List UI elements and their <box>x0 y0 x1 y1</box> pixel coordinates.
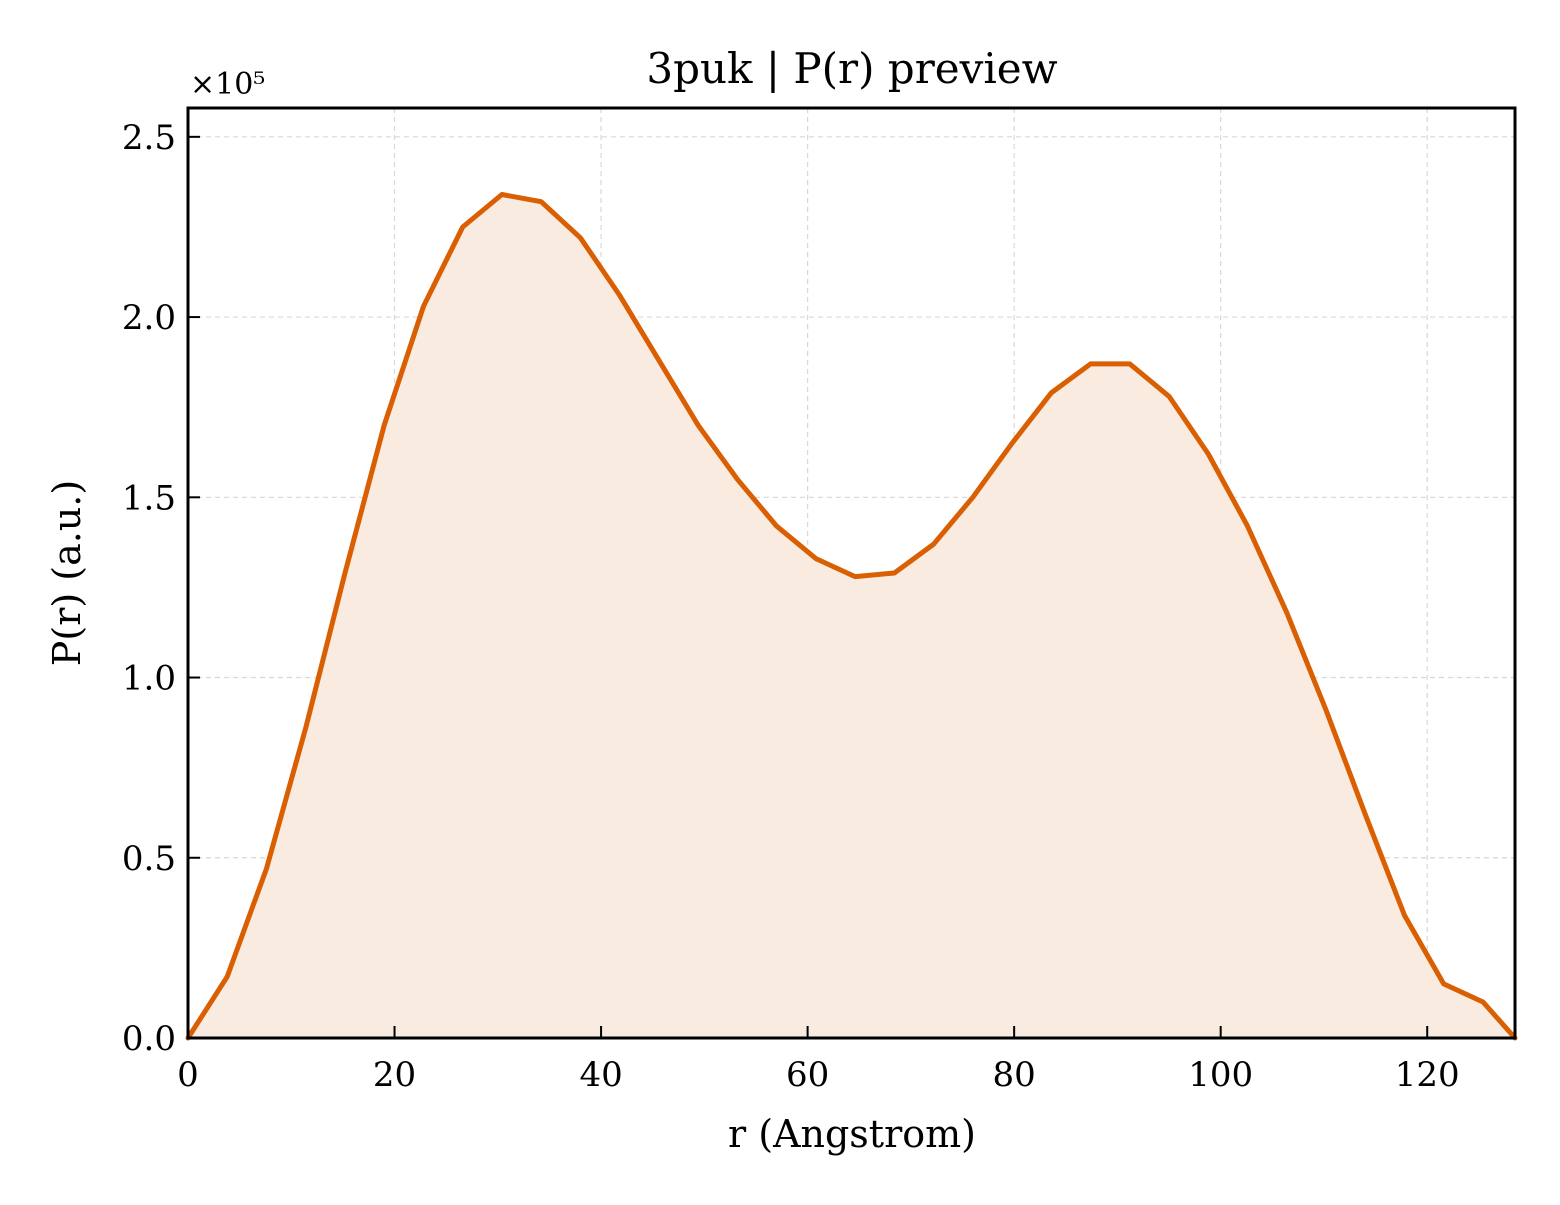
series-area-fill <box>188 194 1515 1038</box>
y-tick-label: 1.0 <box>122 659 176 699</box>
x-tick-label: 0 <box>177 1055 199 1095</box>
y-tick-label: 2.0 <box>122 298 176 338</box>
y-tick-label: 0.5 <box>122 839 176 879</box>
x-axis-label: r (Angstrom) <box>728 1112 976 1156</box>
y-axis-label: P(r) (a.u.) <box>45 480 89 666</box>
series-layer <box>185 192 1518 1041</box>
chart-title: 3puk | P(r) preview <box>646 44 1057 93</box>
y-offset-label: ×10⁵ <box>190 67 265 102</box>
y-tick-label: 1.5 <box>122 478 176 518</box>
x-tick-label: 120 <box>1395 1055 1460 1095</box>
y-tick-label: 2.5 <box>122 118 176 158</box>
x-tick-label: 60 <box>786 1055 829 1095</box>
x-tick-label: 40 <box>579 1055 622 1095</box>
series-line <box>185 192 1518 1041</box>
y-tick-label: 0.0 <box>122 1019 176 1059</box>
x-tick-label: 80 <box>993 1055 1036 1095</box>
ticks: 0 20 40 60 80 100 120 0.0 0.5 1.0 1.5 2.0 2.5 <box>122 118 1460 1095</box>
x-tick-label: 20 <box>373 1055 416 1095</box>
x-tick-label: 100 <box>1188 1055 1253 1095</box>
plot-frame <box>186 106 1517 1040</box>
